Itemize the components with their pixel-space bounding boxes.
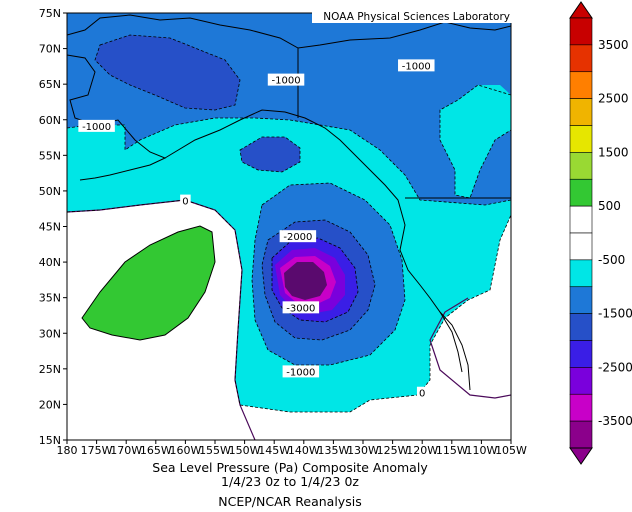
lat-tick-label: 20N [39, 398, 61, 411]
lat-tick-label: 75N [39, 7, 61, 20]
lon-tick-label: 170W [110, 444, 142, 457]
colorbar-label: -1500 [598, 307, 632, 321]
colorbar-segment [569, 98, 593, 126]
colorbar-segment [569, 367, 593, 395]
lat-tick-label: 55N [39, 149, 61, 162]
contour-label: -1000 [82, 122, 111, 133]
lon-tick-label: 105W [495, 444, 527, 457]
band-neg1500-alaska [95, 35, 240, 110]
lon-tick-label: 140W [288, 444, 320, 457]
contour-label: 0 [182, 197, 188, 208]
lon-tick-label: 135W [317, 444, 349, 457]
contour-labels: -1000 -1000 -1000 0 -2000 -3000 -1000 0 [78, 59, 435, 400]
lat-tick-label: 65N [39, 78, 61, 91]
contour-label-bg [267, 73, 305, 86]
colorbar-segment [569, 44, 593, 73]
contour-label-bg [282, 301, 320, 314]
lat-tick-label: 40N [39, 256, 61, 269]
contour-label: -3000 [286, 303, 315, 314]
lon-tick-label: 150W [229, 444, 261, 457]
lon-tick-label: 155W [199, 444, 231, 457]
contour-label: -2000 [283, 232, 312, 243]
dashed-contours [67, 34, 511, 413]
lon-tick-label: 180 [57, 444, 78, 457]
colorbar-segment [569, 340, 593, 368]
lat-tick-label: 70N [39, 43, 61, 56]
lon-tick-label: 160W [169, 444, 201, 457]
contour-label-bg [279, 230, 317, 243]
lon-tick-label: 125W [377, 444, 409, 457]
colorbar-segment [569, 178, 593, 207]
colorbar-label: -3500 [598, 414, 632, 428]
contour-label: -1000 [286, 367, 315, 378]
band-neg1500-gulf [240, 137, 300, 172]
lat-tick-label: 50N [39, 185, 61, 198]
colorbar-label: 2500 [598, 92, 629, 106]
lat-tick-label: 35N [39, 292, 61, 305]
lon-tick-label: 165W [140, 444, 172, 457]
colorbar-label: -2500 [598, 360, 632, 374]
credit-label: NOAA Physical Sciences Laboratory [312, 11, 512, 23]
lon-tick-label: 110W [465, 444, 497, 457]
latitude-axis: 75N 70N 65N 60N 55N 50N 45N 40N 35N 30N 25N 20N 15N [39, 7, 67, 447]
colorbar-label: 500 [598, 199, 621, 213]
colorbar-segment [569, 393, 593, 422]
colorbar-segment [569, 313, 593, 341]
colorbar-segment [569, 152, 593, 180]
colorbar-segment [569, 17, 593, 46]
caption-title: Sea Level Pressure (Pa) Composite Anomal… [152, 460, 428, 475]
colorbar-segment [569, 286, 593, 314]
colorbar-bottom-arrow [569, 447, 593, 465]
colorbar-top-arrow [569, 1, 593, 19]
band-pos500 [81, 225, 216, 341]
colorbar-segment [569, 205, 593, 234]
zero-contour-east [429, 297, 511, 399]
coastlines [67, 14, 511, 391]
caption-date-range: 1/4/23 0z to 1/4/23 0z [221, 474, 359, 489]
lat-tick-label: 45N [39, 221, 61, 234]
lat-tick-label: 25N [39, 363, 61, 376]
contour-label: -1000 [272, 76, 301, 87]
lon-tick-label: 120W [406, 444, 438, 457]
contour-label-bg [398, 59, 435, 72]
contour-label: -1000 [402, 61, 431, 72]
lon-tick-label: 145W [258, 444, 290, 457]
colorbar-label: -500 [598, 253, 625, 267]
contour-label-bg [180, 194, 191, 207]
colorbar-label: 3500 [598, 38, 629, 52]
lon-tick-label: 115W [436, 444, 468, 457]
contour-label: 0 [419, 389, 425, 400]
band-neg3500-low [284, 262, 327, 300]
colorbar-segment [569, 71, 593, 99]
colorbar: 3500 2500 1500 500 -500 -1500 -2500 -3500 [569, 1, 632, 465]
colorbar-label: 1500 [598, 145, 629, 159]
lon-tick-label: 130W [347, 444, 379, 457]
longitude-axis: 180 175W170W165W160W155W150W145W140W135W1… [57, 440, 527, 457]
caption-source: NCEP/NCAR Reanalysis [218, 494, 362, 509]
lat-tick-label: 15N [39, 434, 61, 447]
lat-tick-label: 60N [39, 114, 61, 127]
colorbar-segment [569, 420, 593, 449]
contour-label-bg [282, 365, 320, 378]
colorbar-segment [569, 125, 593, 153]
colorbar-segment [569, 232, 593, 261]
contour-label-bg [78, 119, 115, 132]
contour-label-bg [416, 386, 428, 399]
lon-tick-label: 175W [81, 444, 113, 457]
colorbar-segment [569, 259, 593, 288]
lat-tick-label: 30N [39, 327, 61, 340]
